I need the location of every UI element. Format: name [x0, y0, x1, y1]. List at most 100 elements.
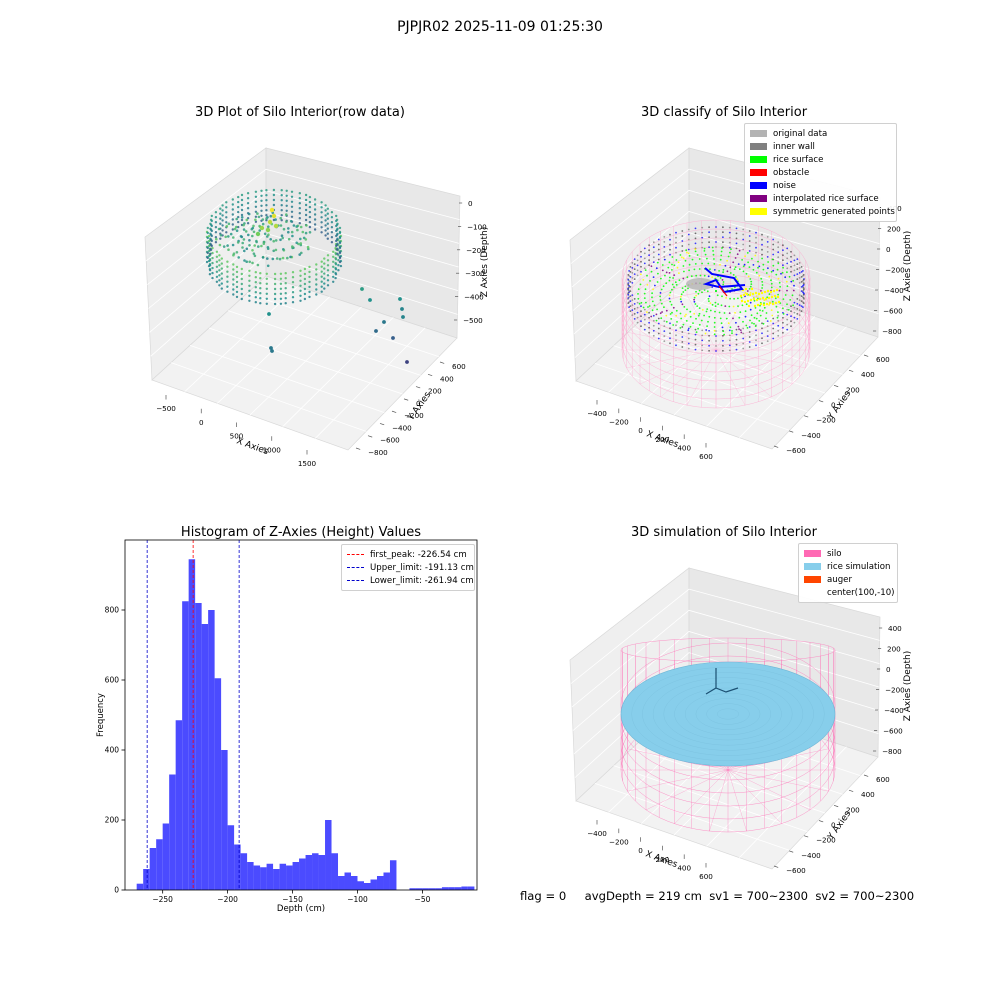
raw-point — [236, 241, 240, 244]
panel1-xlabel: X Axies — [235, 436, 270, 457]
wall-point — [652, 324, 655, 327]
classified-point — [665, 320, 668, 323]
wall-point — [694, 237, 697, 240]
raw-point — [272, 198, 276, 202]
classified-point — [672, 277, 674, 279]
raw-point — [206, 246, 209, 250]
wall-point — [629, 276, 632, 278]
raw-point — [315, 283, 318, 286]
raw-point — [267, 225, 270, 228]
wall-point — [772, 332, 775, 335]
symmetric-point — [742, 293, 746, 297]
wall-point — [687, 327, 690, 330]
raw-point — [303, 292, 307, 296]
raw-point — [207, 239, 211, 243]
panel1-grid-line — [150, 254, 458, 357]
histogram-bar — [195, 603, 202, 890]
raw-point — [315, 268, 318, 271]
raw-point — [218, 254, 221, 257]
wall-point — [687, 238, 690, 241]
wall-point — [657, 317, 660, 320]
wall-point — [652, 241, 655, 244]
wall-point — [798, 267, 801, 269]
wall-point — [648, 331, 650, 334]
raw-point — [337, 264, 340, 267]
wall-point — [766, 340, 769, 342]
wall-point — [790, 325, 792, 328]
raw-point — [265, 302, 268, 305]
legend-line — [347, 580, 364, 581]
wall-point — [643, 328, 646, 331]
classified-point — [733, 268, 736, 270]
wall-point — [786, 313, 789, 316]
panel2-grid-line — [573, 232, 879, 335]
classified-point — [653, 304, 656, 307]
wall-point — [701, 334, 704, 337]
wall-point — [687, 228, 690, 231]
raw-point — [304, 208, 308, 212]
wall-point — [742, 342, 745, 345]
panel2-silo-spoke — [715, 349, 772, 398]
wall-point — [663, 325, 666, 327]
panel2-z-tick-label: 200 — [887, 225, 901, 234]
classified-point — [776, 268, 779, 271]
classified-point — [730, 248, 732, 251]
classified-point — [748, 266, 751, 268]
classified-point — [680, 300, 683, 303]
wall-point — [701, 246, 704, 249]
classified-point — [659, 292, 662, 294]
panel2-silo-spoke — [660, 349, 717, 398]
classified-point — [751, 257, 753, 260]
raw-point — [335, 224, 338, 228]
raw-point — [339, 264, 343, 268]
classified-point — [680, 293, 683, 296]
classified-point — [708, 300, 710, 302]
raw-point — [315, 278, 318, 281]
wall-point — [772, 337, 775, 340]
wall-point — [786, 262, 789, 265]
panel2-y-tick-mark — [803, 415, 809, 418]
raw-point — [214, 211, 218, 214]
classified-point — [697, 314, 700, 317]
raw-outlier-point — [360, 287, 364, 291]
panel1-y-tick-mark — [427, 373, 433, 377]
wall-point — [772, 322, 775, 325]
classified-point — [667, 266, 670, 269]
classified-point — [788, 275, 791, 278]
wall-point — [675, 236, 677, 239]
classified-point — [672, 306, 675, 309]
raw-point — [220, 267, 223, 270]
raw-point — [206, 226, 209, 230]
classified-point — [720, 322, 723, 325]
legend-line — [347, 554, 364, 555]
panel2-silo-spoke — [686, 349, 717, 406]
raw-point — [274, 239, 278, 242]
classified-point — [688, 255, 691, 257]
panel2-zlabel: Z Axies (Depth) — [903, 231, 913, 302]
raw-point — [338, 251, 342, 255]
classified-point — [787, 308, 790, 311]
panel4-y-tick-label: 0 — [831, 821, 836, 830]
wall-point — [798, 277, 801, 279]
wall-point — [748, 331, 751, 333]
symmetric-point — [765, 302, 769, 306]
wall-point — [796, 318, 799, 320]
wall-point — [735, 247, 738, 250]
classified-point — [719, 317, 722, 320]
wall-point — [657, 253, 660, 256]
raw-point — [253, 244, 256, 247]
raw-point — [308, 295, 311, 299]
raw-point — [279, 238, 282, 242]
classified-point — [698, 323, 701, 326]
wall-point — [640, 320, 642, 323]
wall-point — [681, 230, 684, 232]
classified-point — [671, 283, 674, 286]
wall-point — [669, 248, 671, 251]
classified-point — [685, 320, 688, 322]
wall-point — [663, 320, 666, 322]
symmetric-point — [751, 292, 755, 296]
classified-point — [761, 257, 763, 260]
raw-point — [285, 199, 288, 202]
wall-point — [796, 278, 799, 280]
wall-point — [790, 315, 792, 318]
